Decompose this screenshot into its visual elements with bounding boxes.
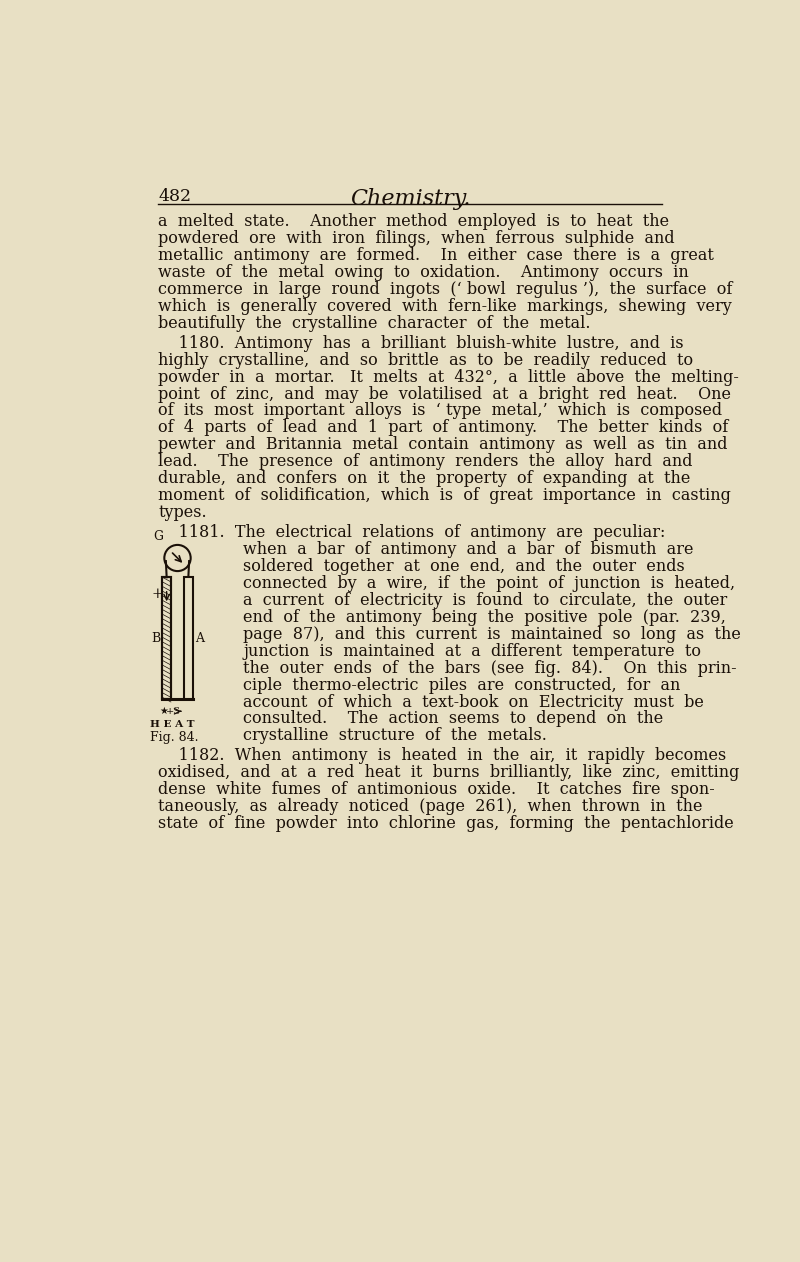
Text: crystalline  structure  of  the  metals.: crystalline structure of the metals. xyxy=(243,727,547,745)
Text: of  its  most  important  alloys  is  ‘ type  metal,’  which  is  composed: of its most important alloys is ‘ type m… xyxy=(158,403,722,419)
Bar xyxy=(184,577,193,699)
Text: oxidised,  and  at  a  red  heat  it  burns  brilliantly,  like  zinc,  emitting: oxidised, and at a red heat it burns bri… xyxy=(158,765,739,781)
Text: which  is  generally  covered  with  fern-like  markings,  shewing  very: which is generally covered with fern-lik… xyxy=(158,298,732,314)
Text: lead.    The  presence  of  antimony  renders  the  alloy  hard  and: lead. The presence of antimony renders t… xyxy=(158,453,693,471)
Text: G: G xyxy=(154,530,163,544)
Text: 482: 482 xyxy=(158,188,191,206)
Text: H E A T: H E A T xyxy=(150,719,194,729)
Text: 1181.  The  electrical  relations  of  antimony  are  peculiar:: 1181. The electrical relations of antimo… xyxy=(158,524,666,541)
Bar xyxy=(162,577,171,699)
Text: A: A xyxy=(195,631,204,645)
Text: connected  by  a  wire,  if  the  point  of  junction  is  heated,: connected by a wire, if the point of jun… xyxy=(243,575,735,592)
Text: a  current  of  electricity  is  found  to  circulate,  the  outer: a current of electricity is found to cir… xyxy=(243,592,728,608)
Text: dense  white  fumes  of  antimonious  oxide.    It  catches  fire  spon-: dense white fumes of antimonious oxide. … xyxy=(158,781,715,799)
Text: when  a  bar  of  antimony  and  a  bar  of  bismuth  are: when a bar of antimony and a bar of bism… xyxy=(243,541,694,558)
Text: state  of  fine  powder  into  chlorine  gas,  forming  the  pentachloride: state of fine powder into chlorine gas, … xyxy=(158,815,734,832)
Text: taneously,  as  already  noticed  (page  261),  when  thrown  in  the: taneously, as already noticed (page 261)… xyxy=(158,799,702,815)
Text: pewter  and  Britannia  metal  contain  antimony  as  well  as  tin  and: pewter and Britannia metal contain antim… xyxy=(158,437,728,453)
Text: ★: ★ xyxy=(159,707,168,717)
Text: powder  in  a  mortar.   It  melts  at  432°,  a  little  above  the  melting-: powder in a mortar. It melts at 432°, a … xyxy=(158,369,739,386)
Text: metallic  antimony  are  formed.    In  either  case  there  is  a  great: metallic antimony are formed. In either … xyxy=(158,247,714,264)
Text: junction  is  maintained  at  a  different  temperature  to: junction is maintained at a different te… xyxy=(243,642,702,660)
Text: +S: +S xyxy=(166,707,182,716)
Text: Fig. 84.: Fig. 84. xyxy=(150,731,198,743)
Text: highly  crystalline,  and  so  brittle  as  to  be  readily  reduced  to: highly crystalline, and so brittle as to… xyxy=(158,352,694,369)
Text: end  of  the  antimony  being  the  positive  pole  (par.  239,: end of the antimony being the positive p… xyxy=(243,608,726,626)
Text: commerce  in  large  round  ingots  (‘ bowl  regulus ’),  the  surface  of: commerce in large round ingots (‘ bowl r… xyxy=(158,281,733,298)
Text: point  of  zinc,  and  may  be  volatilised  at  a  bright  red  heat.    One: point of zinc, and may be volatilised at… xyxy=(158,385,731,403)
Text: B: B xyxy=(151,631,161,645)
Text: moment  of  solidification,  which  is  of  great  importance  in  casting: moment of solidification, which is of gr… xyxy=(158,487,731,504)
Text: the  outer  ends  of  the  bars  (see  fig.  84).    On  this  prin-: the outer ends of the bars (see fig. 84)… xyxy=(243,660,737,676)
Text: powdered  ore  with  iron  filings,  when  ferrous  sulphide  and: powdered ore with iron filings, when fer… xyxy=(158,230,674,247)
Text: a  melted  state.    Another  method  employed  is  to  heat  the: a melted state. Another method employed … xyxy=(158,213,670,230)
Text: of  4  parts  of  lead  and  1  part  of  antimony.    The  better  kinds  of: of 4 parts of lead and 1 part of antimon… xyxy=(158,419,728,437)
Text: page  87),  and  this  current  is  maintained  so  long  as  the: page 87), and this current is maintained… xyxy=(243,626,742,642)
Text: Chemistry.: Chemistry. xyxy=(350,188,470,211)
Text: +: + xyxy=(151,587,163,601)
Text: 1182.  When  antimony  is  heated  in  the  air,  it  rapidly  becomes: 1182. When antimony is heated in the air… xyxy=(158,747,726,765)
Text: account  of  which  a  text-book  on  Electricity  must  be: account of which a text-book on Electric… xyxy=(243,694,704,711)
Text: 1180.  Antimony  has  a  brilliant  bluish-white  lustre,  and  is: 1180. Antimony has a brilliant bluish-wh… xyxy=(158,334,684,352)
Text: beautifully  the  crystalline  character  of  the  metal.: beautifully the crystalline character of… xyxy=(158,314,590,332)
Bar xyxy=(162,577,171,699)
Text: types.: types. xyxy=(158,504,206,521)
Text: consulted.    The  action  seems  to  depend  on  the: consulted. The action seems to depend on… xyxy=(243,711,664,727)
Text: waste  of  the  metal  owing  to  oxidation.    Antimony  occurs  in: waste of the metal owing to oxidation. A… xyxy=(158,264,689,281)
Text: durable,  and  confers  on  it  the  property  of  expanding  at  the: durable, and confers on it the property … xyxy=(158,471,690,487)
Text: soldered  together  at  one  end,  and  the  outer  ends: soldered together at one end, and the ou… xyxy=(243,558,685,575)
Text: ciple  thermo-electric  piles  are  constructed,  for  an: ciple thermo-electric piles are construc… xyxy=(243,676,681,694)
